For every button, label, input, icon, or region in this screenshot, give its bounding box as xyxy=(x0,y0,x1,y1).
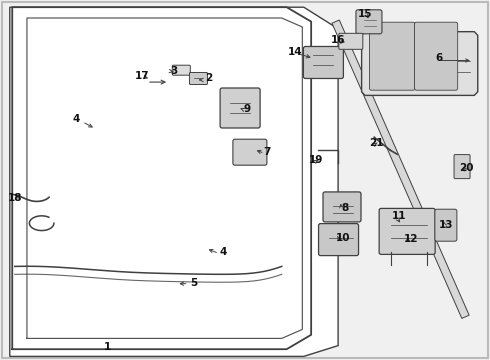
Text: 11: 11 xyxy=(392,211,407,221)
Text: 15: 15 xyxy=(358,9,372,19)
FancyBboxPatch shape xyxy=(323,192,361,222)
Text: 9: 9 xyxy=(244,104,251,114)
Polygon shape xyxy=(332,20,469,318)
FancyBboxPatch shape xyxy=(356,10,382,34)
Text: 10: 10 xyxy=(336,233,350,243)
Text: 16: 16 xyxy=(331,35,345,45)
Text: 5: 5 xyxy=(190,278,197,288)
Text: 12: 12 xyxy=(403,234,418,244)
Text: 2: 2 xyxy=(205,73,212,84)
Text: 14: 14 xyxy=(288,47,302,57)
FancyBboxPatch shape xyxy=(379,208,435,255)
FancyBboxPatch shape xyxy=(339,33,363,49)
Polygon shape xyxy=(362,32,478,95)
Text: 19: 19 xyxy=(309,155,323,165)
FancyBboxPatch shape xyxy=(190,72,207,85)
Polygon shape xyxy=(10,7,338,356)
Text: 8: 8 xyxy=(342,203,349,213)
FancyBboxPatch shape xyxy=(318,224,359,256)
FancyBboxPatch shape xyxy=(220,88,260,128)
FancyBboxPatch shape xyxy=(435,209,457,241)
Text: 17: 17 xyxy=(135,71,149,81)
FancyBboxPatch shape xyxy=(369,22,415,90)
Text: 7: 7 xyxy=(263,147,271,157)
Text: 18: 18 xyxy=(7,193,22,203)
Text: 21: 21 xyxy=(369,138,384,148)
FancyBboxPatch shape xyxy=(415,22,458,90)
Text: 3: 3 xyxy=(171,66,177,76)
Text: 4: 4 xyxy=(219,247,227,257)
FancyBboxPatch shape xyxy=(233,139,267,165)
Text: 13: 13 xyxy=(439,220,453,230)
Text: 4: 4 xyxy=(72,114,80,124)
Text: 6: 6 xyxy=(435,53,442,63)
Text: 20: 20 xyxy=(459,163,474,174)
Text: 1: 1 xyxy=(104,342,111,352)
FancyBboxPatch shape xyxy=(172,65,190,75)
FancyBboxPatch shape xyxy=(303,46,343,78)
FancyBboxPatch shape xyxy=(454,154,470,179)
